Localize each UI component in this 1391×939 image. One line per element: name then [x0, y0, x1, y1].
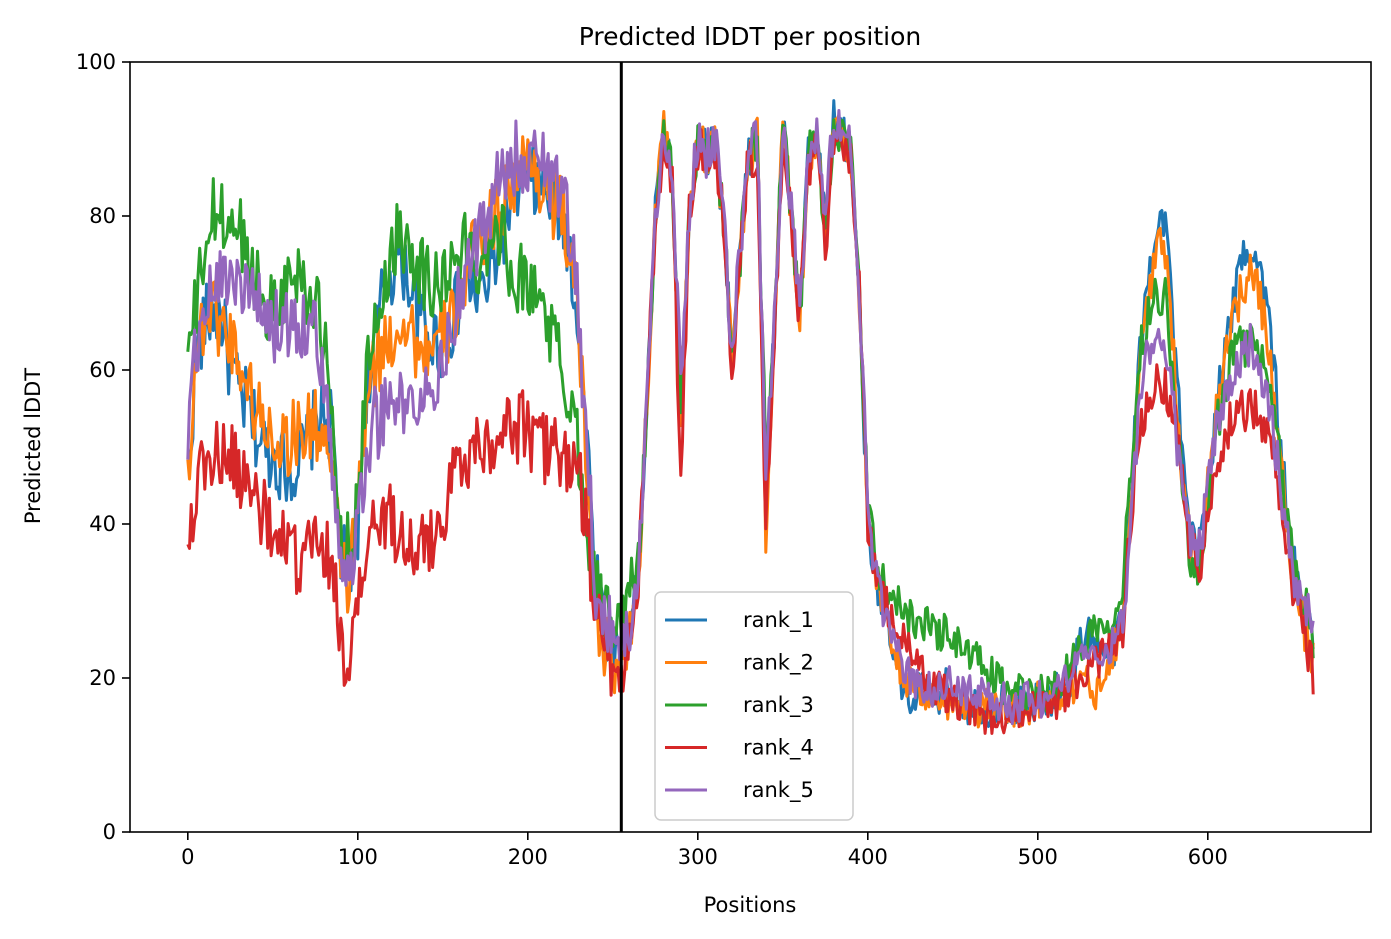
x-tick-label: 600: [1188, 845, 1228, 869]
legend: rank_1 rank_2 rank_3 rank_4 rank_5: [654, 591, 854, 821]
x-tick-label: 300: [678, 845, 718, 869]
y-tick-label: 60: [89, 358, 116, 382]
x-tick-label: 100: [338, 845, 378, 869]
chart-title: Predicted lDDT per position: [579, 22, 921, 51]
y-tick-label: 100: [76, 50, 116, 74]
legend-label: rank_2: [743, 651, 814, 676]
plot-area-frame: [129, 61, 1372, 833]
legend-label: rank_3: [743, 693, 814, 718]
legend-label: rank_1: [743, 608, 814, 633]
x-tick-label: 400: [848, 845, 888, 869]
legend-label: rank_4: [743, 736, 814, 761]
series-layer: [186, 99, 1315, 735]
y-tick-label: 40: [89, 512, 116, 536]
x-axis-title: Positions: [704, 893, 797, 917]
legend-box: [654, 591, 854, 821]
y-axis-title: Predicted lDDT: [21, 368, 45, 524]
x-tick-label: 200: [508, 845, 548, 869]
y-axis: 0 20 40 60 80 100: [76, 50, 130, 844]
y-tick-label: 20: [89, 666, 116, 690]
x-tick-label: 500: [1018, 845, 1058, 869]
x-axis: 0 100 200 300 400 500 600: [181, 832, 1228, 869]
x-tick-label: 0: [181, 845, 194, 869]
y-tick-label: 80: [89, 204, 116, 228]
y-tick-label: 0: [103, 820, 116, 844]
legend-label: rank_5: [743, 778, 814, 803]
series-line-rank-5: [186, 108, 1315, 726]
